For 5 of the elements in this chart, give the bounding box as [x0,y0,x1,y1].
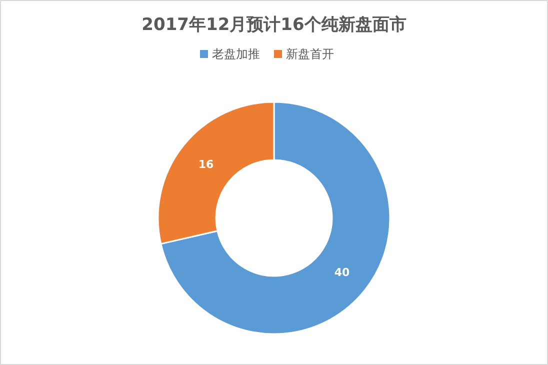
data-label: 16 [198,158,214,171]
legend-label: 新盘首开 [286,47,334,61]
chart-title: 2017年12月预计16个纯新盘面市 [142,15,406,35]
legend-label: 老盘加推 [212,47,260,61]
data-label: 40 [334,266,350,280]
